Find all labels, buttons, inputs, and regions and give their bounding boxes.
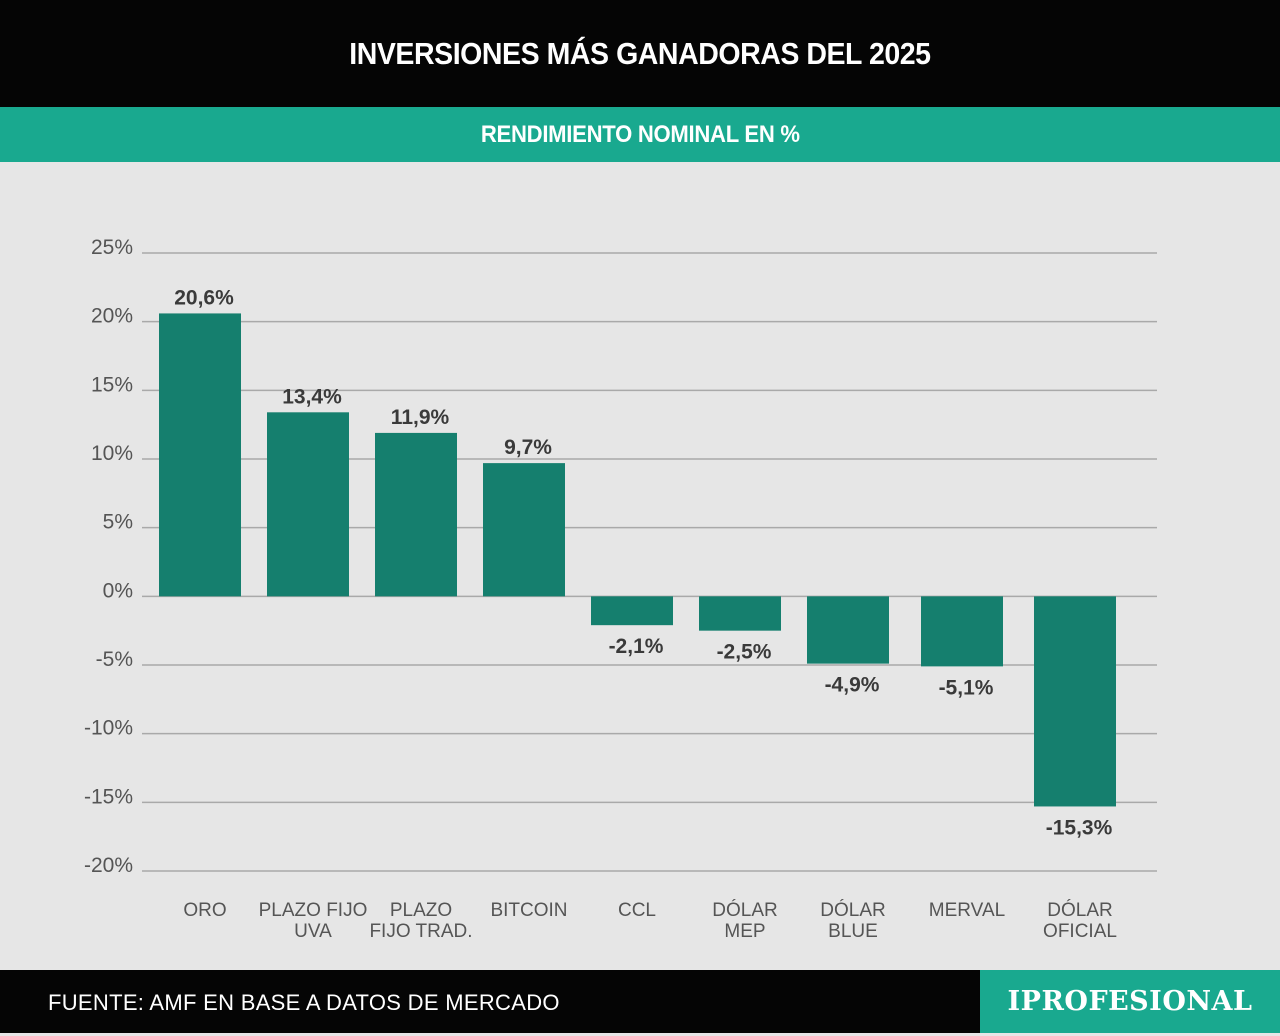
x-tick-label: OFICIAL bbox=[1043, 921, 1117, 942]
bar bbox=[921, 596, 1003, 667]
x-tick-label: BITCOIN bbox=[490, 900, 567, 921]
x-tick-label: FIJO TRAD. bbox=[369, 921, 472, 942]
bar bbox=[699, 596, 781, 631]
bar bbox=[807, 596, 889, 664]
x-tick-label: MERVAL bbox=[929, 900, 1005, 921]
y-tick-label: 25% bbox=[91, 236, 133, 259]
y-tick-label: -15% bbox=[84, 785, 133, 808]
x-tick-label: DÓLAR bbox=[820, 899, 885, 921]
x-tick-label: BLUE bbox=[828, 921, 878, 942]
x-tick-label: DÓLAR bbox=[712, 899, 777, 921]
chart-subtitle: RENDIMIENTO NOMINAL EN % bbox=[480, 120, 800, 148]
x-tick-label: PLAZO bbox=[390, 900, 452, 921]
data-label: -4,9% bbox=[825, 674, 880, 697]
footer: FUENTE: AMF EN BASE A DATOS DE MERCADO I… bbox=[0, 970, 1280, 1033]
data-label: -15,3% bbox=[1046, 816, 1113, 839]
x-tick-label: DÓLAR bbox=[1047, 899, 1112, 921]
chart-area: 25% 20% 15% 10% 5% 0% -5% -10% -15% -20% 20,6% ORO 1… bbox=[0, 162, 1280, 970]
data-label: -2,1% bbox=[609, 635, 664, 658]
y-tick-label: 0% bbox=[103, 579, 133, 602]
data-label: -5,1% bbox=[939, 676, 994, 699]
bar-chart: 25% 20% 15% 10% 5% 0% -5% -10% -15% -20% 20,6% ORO 1… bbox=[84, 236, 1157, 942]
x-tick-label: UVA bbox=[294, 921, 332, 942]
x-tick-label: MEP bbox=[724, 921, 765, 942]
y-tick-label: -20% bbox=[84, 854, 133, 877]
chart-title: INVERSIONES MÁS GANADORAS DEL 2025 bbox=[349, 35, 931, 71]
data-label: 11,9% bbox=[391, 406, 450, 429]
y-tick-label: -5% bbox=[96, 648, 133, 671]
subtitle-bar: RENDIMIENTO NOMINAL EN % bbox=[0, 107, 1280, 162]
y-tick-label: 5% bbox=[103, 511, 133, 534]
x-tick-label: PLAZO FIJO bbox=[259, 900, 368, 921]
y-tick-label: -10% bbox=[84, 717, 133, 740]
title-bar: INVERSIONES MÁS GANADORAS DEL 2025 bbox=[0, 0, 1280, 107]
source-note: FUENTE: AMF EN BASE A DATOS DE MERCADO bbox=[48, 990, 560, 1015]
y-tick-label: 15% bbox=[91, 373, 133, 396]
x-tick-label: ORO bbox=[183, 900, 226, 921]
y-tick-label: 10% bbox=[91, 442, 133, 465]
x-tick-label: CCL bbox=[618, 900, 656, 921]
data-label: -2,5% bbox=[717, 641, 772, 664]
bar bbox=[375, 432, 457, 597]
data-label: 13,4% bbox=[282, 385, 342, 408]
y-tick-label: 20% bbox=[91, 305, 133, 328]
data-label: 20,6% bbox=[174, 286, 234, 309]
data-label: 9,7% bbox=[504, 436, 552, 459]
bar bbox=[591, 596, 673, 626]
bar bbox=[159, 313, 241, 597]
bar bbox=[1034, 596, 1116, 807]
bar bbox=[483, 463, 565, 597]
bar bbox=[267, 412, 349, 597]
brand-logo: IPROFESIONAL bbox=[980, 970, 1280, 1033]
